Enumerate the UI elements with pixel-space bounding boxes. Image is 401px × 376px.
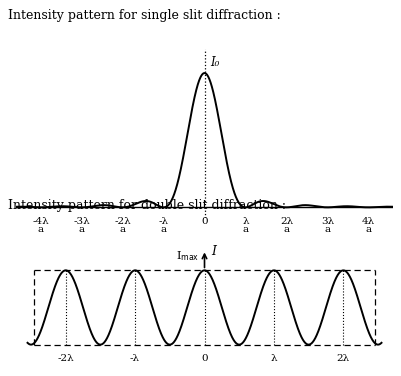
Text: a: a xyxy=(324,225,330,234)
Text: -2λ: -2λ xyxy=(57,354,74,363)
Text: 4λ: 4λ xyxy=(362,217,375,226)
Text: Intensity pattern for single slit diffraction :: Intensity pattern for single slit diffra… xyxy=(8,9,281,23)
Text: -λ: -λ xyxy=(130,354,140,363)
Text: I$_\mathrm{max}$: I$_\mathrm{max}$ xyxy=(176,249,199,263)
Text: a: a xyxy=(284,225,290,234)
Text: -3λ: -3λ xyxy=(73,217,90,226)
Text: -4λ: -4λ xyxy=(32,217,49,226)
Text: -2λ: -2λ xyxy=(114,217,131,226)
Text: a: a xyxy=(243,225,249,234)
Text: -λ: -λ xyxy=(158,217,168,226)
Text: I₀: I₀ xyxy=(211,56,220,69)
Text: Intensity pattern for double slit diffraction :: Intensity pattern for double slit diffra… xyxy=(8,199,286,212)
Text: λ: λ xyxy=(271,354,277,363)
Text: λ: λ xyxy=(242,217,249,226)
Text: 3λ: 3λ xyxy=(321,217,334,226)
Text: 0: 0 xyxy=(201,217,208,226)
Text: 2λ: 2λ xyxy=(337,354,350,363)
Text: 0: 0 xyxy=(201,354,208,363)
Text: 2λ: 2λ xyxy=(280,217,293,226)
Text: a: a xyxy=(79,225,85,234)
Text: a: a xyxy=(365,225,371,234)
Text: a: a xyxy=(160,225,166,234)
Text: I: I xyxy=(211,245,217,258)
Text: a: a xyxy=(119,225,126,234)
Text: a: a xyxy=(38,225,44,234)
